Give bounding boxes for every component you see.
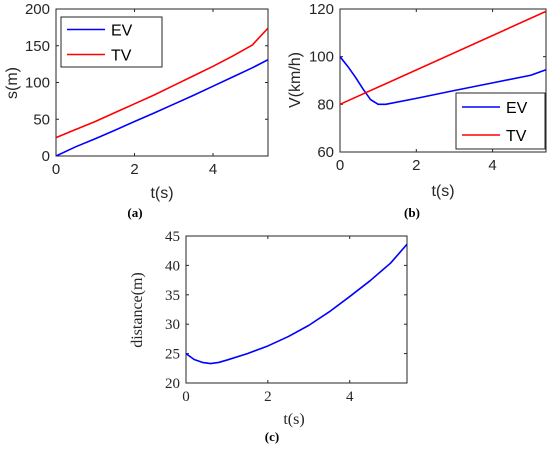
y-tick-label: 100 bbox=[309, 49, 334, 66]
x-tick-label: 0 bbox=[182, 389, 190, 405]
x-tick-label: 4 bbox=[488, 157, 496, 174]
axes-box-b bbox=[339, 8, 547, 153]
series-line-tv bbox=[340, 10, 546, 106]
series-group-b bbox=[340, 10, 546, 106]
caption-a: (a) bbox=[127, 205, 142, 220]
legend-label-ev: EV bbox=[111, 23, 133, 40]
legend-box bbox=[60, 16, 163, 68]
panel-c: 0 2 4 20 25 30 35 40 45 distance(m) t(s) (c) bbox=[129, 229, 408, 444]
y-tick-label: 35 bbox=[165, 288, 180, 304]
series-line-ev bbox=[340, 56, 546, 106]
x-tick-label: 4 bbox=[209, 161, 217, 178]
x-axis-label-b: t(s) bbox=[431, 183, 454, 200]
y-axis-label-c: distance(m) bbox=[129, 272, 146, 348]
series-line-distance bbox=[186, 243, 407, 365]
x-tick-label: 2 bbox=[264, 389, 272, 405]
x-tick-label: 0 bbox=[52, 161, 60, 178]
y-tick-label: 45 bbox=[165, 229, 180, 245]
panel-b: 0 2 4 60 80 100 120 EV TV V(km/h) t(s) (b) bbox=[287, 1, 547, 220]
legend-b: EV TV bbox=[455, 92, 546, 150]
x-axis-label-c: t(s) bbox=[283, 411, 304, 428]
y-tick-label: 150 bbox=[25, 38, 50, 55]
y-tick-label: 20 bbox=[165, 376, 180, 392]
series-line-ev bbox=[56, 58, 268, 156]
y-tick-label: 120 bbox=[309, 1, 334, 18]
x-axis-label-a: t(s) bbox=[150, 185, 173, 202]
series-line-tv bbox=[56, 27, 268, 139]
legend-a: EV TV bbox=[60, 16, 163, 68]
series-group-a bbox=[56, 27, 268, 156]
y-tick-label: 40 bbox=[165, 258, 180, 274]
legend-label-ev: EV bbox=[506, 100, 528, 117]
y-axis-label-a: s(m) bbox=[4, 67, 21, 99]
y-tick-label: 50 bbox=[33, 111, 50, 128]
legend-box bbox=[455, 92, 546, 150]
y-axis-label-b: V(km/h) bbox=[287, 52, 304, 108]
caption-c: (c) bbox=[265, 429, 279, 444]
series-group-c bbox=[186, 243, 407, 365]
plot-area-a: 0 2 4 0 50 100 150 200 EV TV bbox=[25, 1, 269, 178]
y-tick-label: 0 bbox=[42, 148, 50, 165]
x-tick-label: 4 bbox=[346, 389, 354, 405]
y-tick-label: 100 bbox=[25, 75, 50, 92]
legend-label-tv: TV bbox=[111, 48, 132, 65]
y-tick-label: 200 bbox=[25, 1, 50, 18]
legend-label-tv: TV bbox=[506, 128, 527, 145]
caption-b: (b) bbox=[404, 205, 420, 220]
y-tick-label: 60 bbox=[317, 144, 334, 161]
x-tick-label: 2 bbox=[412, 157, 420, 174]
y-tick-label: 30 bbox=[165, 317, 180, 333]
panel-a: 0 2 4 0 50 100 150 200 EV TV s(m) t(s) (a) bbox=[4, 1, 269, 220]
x-tick-label: 2 bbox=[130, 161, 138, 178]
plot-area-b: 0 2 4 60 80 100 120 EV TV bbox=[309, 1, 547, 174]
y-tick-label: 80 bbox=[317, 96, 334, 113]
axes-box-c bbox=[185, 235, 408, 384]
x-tick-label: 0 bbox=[336, 157, 344, 174]
plot-area-c: 0 2 4 20 25 30 35 40 45 bbox=[165, 229, 408, 405]
y-tick-label: 25 bbox=[165, 347, 180, 363]
